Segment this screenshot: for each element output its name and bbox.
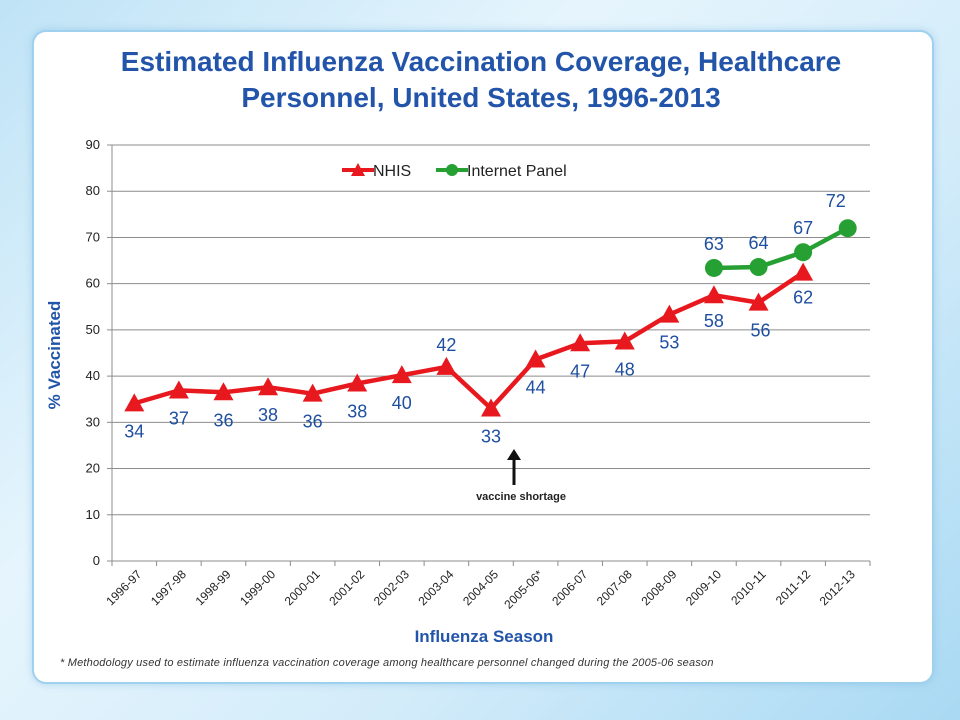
- x-tick-label: 2007-08: [594, 567, 635, 608]
- x-tick-label: 2001-02: [326, 567, 367, 608]
- internet-panel-point: [749, 258, 768, 277]
- legend-label: Internet Panel: [467, 163, 567, 180]
- data-label: 33: [481, 426, 501, 446]
- data-label: 38: [258, 405, 278, 425]
- internet-panel-point: [838, 219, 857, 238]
- nhis-point: [436, 356, 457, 375]
- x-tick-label: 1999-00: [237, 567, 278, 608]
- data-label: 36: [213, 410, 233, 430]
- nhis-point: [659, 304, 680, 323]
- y-tick-label: 40: [86, 368, 100, 383]
- nhis-point: [347, 373, 368, 392]
- footnote: * Methodology used to estimate influenza…: [60, 657, 714, 669]
- data-label: 63: [704, 234, 724, 254]
- y-tick-label: 20: [86, 461, 100, 476]
- data-label: 72: [826, 191, 846, 211]
- data-label: 56: [751, 321, 771, 341]
- series-line-nhis: [133, 270, 805, 411]
- annotation-arrow-head: [507, 449, 521, 460]
- x-tick-label: 2006-07: [549, 567, 590, 608]
- x-tick-label: 2002-03: [371, 567, 412, 608]
- x-tick-label: 2000-01: [282, 567, 323, 608]
- x-tick-label: 2011-12: [773, 567, 814, 608]
- title-line-2: Personnel, United States, 1996-2013: [241, 82, 721, 113]
- data-label: 36: [303, 412, 323, 432]
- data-label: 62: [793, 288, 813, 308]
- x-tick-label: 1997-98: [148, 567, 189, 608]
- x-tick-label: 2009-10: [683, 567, 724, 608]
- data-label: 42: [436, 335, 456, 355]
- y-tick-label: 70: [86, 229, 100, 244]
- data-label: 67: [793, 218, 813, 238]
- y-tick-label: 10: [86, 507, 100, 522]
- nhis-point: [168, 380, 189, 399]
- nhis-point: [703, 285, 724, 304]
- data-label: 53: [659, 333, 679, 353]
- x-tick-label: 2010-11: [728, 567, 769, 608]
- series-line-internet-panel: [713, 226, 849, 271]
- nhis-point: [258, 377, 279, 396]
- data-label: 47: [570, 361, 590, 381]
- x-tick-label: 2012-13: [817, 567, 858, 608]
- y-tick-label: 0: [93, 553, 100, 568]
- x-tick-label: 2008-09: [638, 567, 679, 608]
- nhis-point: [614, 331, 635, 350]
- nhis-point: [570, 333, 591, 352]
- y-axis-title: % Vaccinated: [45, 301, 64, 410]
- legend-label: NHIS: [373, 163, 411, 180]
- legend-marker-internet-panel: [446, 164, 458, 176]
- y-tick-label: 30: [86, 414, 100, 429]
- x-tick-label: 2004-05: [460, 567, 501, 608]
- data-label: 40: [392, 393, 412, 413]
- x-tick-label: 1996-97: [103, 567, 144, 608]
- data-label: 48: [615, 359, 635, 379]
- y-tick-label: 90: [86, 137, 100, 152]
- nhis-point: [213, 382, 234, 401]
- plot-area: [112, 145, 870, 561]
- annotation-label: vaccine shortage: [476, 491, 566, 503]
- nhis-point: [525, 349, 546, 368]
- data-label: 38: [347, 402, 367, 422]
- y-tick-label: 80: [86, 183, 100, 198]
- x-axis-title: Influenza Season: [415, 627, 554, 646]
- legend-marker-nhis: [351, 163, 365, 176]
- y-tick-label: 60: [86, 276, 100, 291]
- nhis-point: [391, 365, 412, 384]
- nhis-point: [793, 262, 814, 281]
- title-line-1: Estimated Influenza Vaccination Coverage…: [120, 46, 842, 77]
- x-tick-label: 2003-04: [415, 567, 456, 608]
- nhis-point: [124, 393, 145, 412]
- chart-title: Estimated Influenza Vaccination Coverage…: [32, 44, 930, 116]
- data-label: 34: [124, 421, 144, 441]
- x-tick-label: 2005-06*: [501, 567, 546, 612]
- data-label: 58: [704, 311, 724, 331]
- internet-panel-point: [794, 243, 813, 262]
- nhis-point: [748, 292, 769, 311]
- x-tick-label: 1998-99: [193, 567, 234, 608]
- data-label: 64: [749, 233, 769, 253]
- internet-panel-point: [704, 258, 723, 277]
- nhis-point: [302, 383, 323, 402]
- data-label: 44: [526, 377, 546, 397]
- data-label: 37: [169, 408, 189, 428]
- nhis-point: [481, 398, 501, 417]
- y-tick-label: 50: [86, 322, 100, 337]
